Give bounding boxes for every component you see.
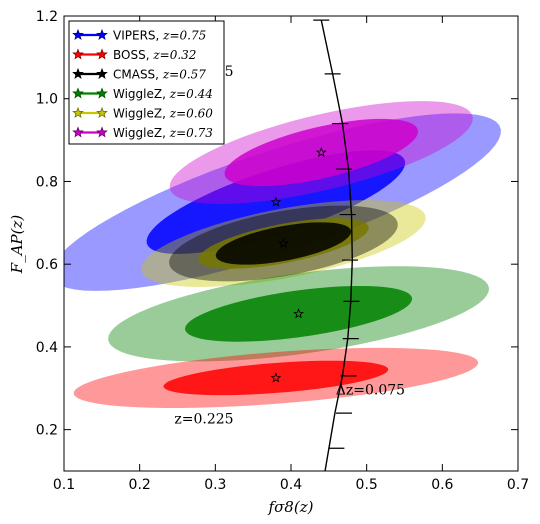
legend-label-5: WiggleZ, z=0.73	[113, 126, 213, 140]
y-tick-label-2: 0.6	[36, 257, 58, 273]
center-marker-3	[293, 308, 304, 319]
x-tick-label-0: 0.1	[53, 477, 75, 493]
center-marker-1	[270, 372, 282, 383]
curve-annotation-2: Δz=0.075	[336, 382, 405, 398]
ellipse-inner-wigglez-044	[185, 285, 413, 342]
legend-label-0: VIPERS, z=0.75	[113, 29, 206, 43]
legend-star-5-a	[72, 126, 84, 138]
legend: VIPERS, z=0.75 BOSS, z=0.32 CMASS, z=0.57 W…	[68, 20, 225, 145]
y-tick-label-1: 0.4	[36, 340, 58, 356]
y-tick-label-0: 0.2	[36, 423, 58, 439]
y-tick-label-3: 0.8	[36, 174, 58, 190]
legend-star-2-b	[96, 67, 108, 79]
legend-star-3-b	[96, 87, 108, 99]
ellipse-layer	[64, 101, 501, 408]
marker-layer	[270, 146, 327, 383]
legend-label-2: CMASS, z=0.57	[113, 68, 206, 82]
x-tick-label-2: 0.3	[204, 477, 226, 493]
legend-label-4: WiggleZ, z=0.60	[113, 107, 213, 121]
legend-star-1-b	[96, 48, 108, 60]
center-marker-4	[278, 237, 289, 249]
x-tick-label-3: 0.4	[280, 477, 302, 493]
y-tick-label-5: 1.2	[36, 9, 58, 25]
legend-star-0-b	[96, 28, 108, 40]
ellipse-inner-vipers-075	[146, 150, 406, 254]
legend-box	[68, 20, 225, 145]
theory-curve-layer	[313, 19, 360, 471]
ellipse-inner-wigglez-073	[224, 118, 418, 187]
x-tick-label-6: 0.7	[507, 477, 529, 493]
axis-layer: 0.1 0.2 0.3 0.4 0.5 0.6 0.7 0.2 0.4 0.6 0.8 1.0 1.2	[36, 9, 529, 493]
legend-star-2-a	[72, 67, 84, 79]
legend-label-1: BOSS, z=0.32	[113, 48, 196, 62]
legend-star-5-b	[96, 126, 108, 138]
curve-annotation-1: z=0.225	[174, 411, 233, 427]
legend-star-4-a	[72, 106, 84, 118]
x-tick-label-4: 0.5	[356, 477, 378, 493]
ellipse-inner-boss-032	[163, 360, 389, 396]
x-tick-label-5: 0.6	[431, 477, 453, 493]
legend-star-3-a	[72, 87, 84, 99]
ellipse-inner-cmass-057	[215, 222, 352, 265]
legend-star-1-a	[72, 48, 84, 60]
x-tick-label-1: 0.2	[129, 477, 151, 493]
legend-star-4-b	[96, 106, 108, 118]
center-marker-5	[315, 146, 327, 158]
y-axis-label: F_AP(z)	[8, 215, 26, 275]
x-axis-label: fσ8(z)	[268, 498, 314, 516]
legend-label-3: WiggleZ, z=0.44	[113, 87, 213, 101]
y-tick-label-4: 1.0	[36, 92, 58, 108]
legend-star-0-a	[72, 28, 84, 40]
center-marker-0	[270, 196, 282, 207]
